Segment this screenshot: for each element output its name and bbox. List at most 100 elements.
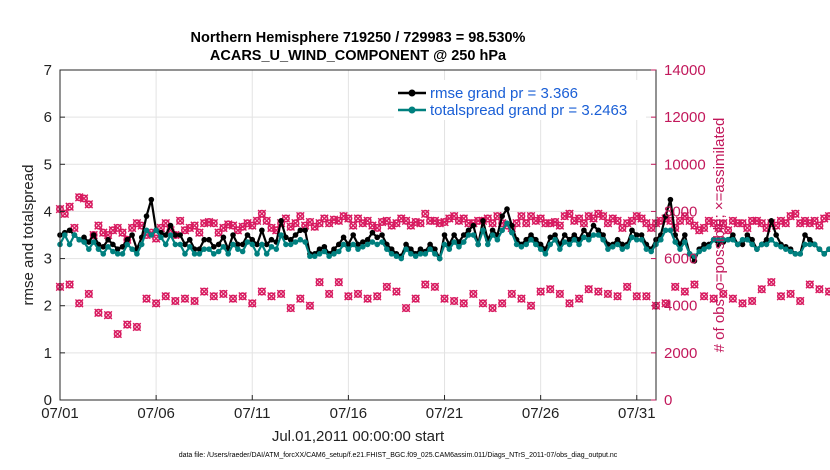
obs-possible-point-circle: [214, 228, 223, 237]
obs-possible-point-cross-b: [613, 216, 622, 226]
totalspread-point: [220, 243, 227, 250]
totalspread-point: [105, 243, 111, 250]
obs-assimilated-point-cross-b: [171, 296, 180, 306]
obs-possible-point-cross-b: [329, 215, 339, 224]
obs-assimilated-point-circle: [642, 292, 651, 301]
obs-assimilated-point: [122, 320, 132, 329]
obs-assimilated-point: [161, 291, 171, 301]
obs-possible-point-circle: [512, 219, 521, 228]
rmse-point: [682, 232, 688, 238]
obs-assimilated-point: [776, 291, 786, 301]
obs-possible-point: [257, 209, 267, 219]
rmse-point: [206, 236, 212, 243]
obs-assimilated-point-circle: [555, 289, 564, 298]
obs-assimilated-point-circle: [171, 296, 180, 305]
rmse-point: [749, 236, 755, 243]
obs-possible-point: [416, 218, 425, 228]
obs-possible-point-circle: [709, 219, 718, 228]
totalspread-point: [782, 246, 789, 252]
totalspread-point: [81, 239, 87, 245]
obs-possible-point-circle: [382, 216, 391, 225]
obs-possible-point: [517, 211, 526, 221]
rmse-point: [807, 236, 813, 243]
obs-possible-point-circle: [195, 228, 204, 237]
obs-assimilated-point-cross-b: [209, 291, 219, 301]
obs-possible-point-cross-b: [622, 218, 632, 228]
obs-possible-point: [815, 221, 824, 230]
obs-assimilated-point: [555, 289, 565, 299]
obs-assimilated-point: [420, 280, 430, 289]
obs-possible-point-circle: [296, 212, 305, 221]
rmse-point: [124, 236, 131, 243]
obs-assimilated-point: [565, 299, 574, 308]
rmse-point: [633, 232, 640, 238]
totalspread-point: [326, 253, 332, 260]
obs-possible-point-circle: [190, 221, 199, 230]
legend-box: [394, 80, 646, 120]
obs-possible-point: [440, 217, 449, 227]
obs-possible-point: [699, 223, 709, 233]
obs-possible-point-cross-b: [791, 209, 800, 219]
obs-assimilated-point: [286, 303, 296, 313]
obs-possible-point: [324, 218, 334, 228]
obs-assimilated-point-cross-b: [267, 291, 276, 301]
obs-possible-point-cross-b: [738, 218, 747, 228]
obs-assimilated-point: [392, 287, 401, 296]
obs-assimilated-point-circle: [623, 282, 632, 291]
obs-assimilated-point-circle: [488, 304, 497, 313]
totalspread-point: [816, 246, 823, 252]
obs-assimilated-point-cross-b: [132, 322, 142, 332]
obs-assimilated-point-circle: [421, 280, 430, 289]
totalspread-point: [268, 243, 275, 250]
obs-possible-point-cross-b: [65, 202, 74, 212]
obs-possible-point-cross-b: [685, 216, 694, 226]
rmse-point: [369, 229, 376, 236]
rmse-point: [614, 236, 621, 243]
totalspread-point: [552, 236, 558, 243]
obs-possible-point-circle: [176, 216, 185, 225]
totalspread-point: [201, 246, 207, 252]
totalspread-point: [134, 251, 140, 257]
obs-assimilated-point: [228, 294, 238, 303]
x-tick-label: 07/16: [330, 405, 368, 422]
y-left-tick-label: 0: [44, 392, 52, 409]
obs-possible-point-cross-b: [800, 216, 810, 226]
totalspread-point: [648, 248, 654, 255]
rmse-point: [509, 222, 515, 229]
obs-possible-point-circle: [743, 223, 752, 232]
rmse-point: [215, 241, 222, 248]
totalspread-point: [787, 248, 794, 255]
obs-possible-point: [286, 222, 296, 232]
obs-possible-point-cross-b: [526, 211, 536, 221]
obs-possible-point-circle: [84, 200, 93, 209]
obs-possible-point-circle: [714, 223, 723, 232]
obs-assimilated-point: [574, 294, 584, 303]
totalspread-point: [557, 246, 563, 252]
obs-assimilated-point-cross-b: [459, 299, 469, 308]
obs-possible-point-circle: [426, 216, 435, 225]
obs-possible-point-cross-b: [723, 225, 733, 235]
obs-assimilated-point-cross-b: [122, 320, 132, 329]
rmse-point: [172, 232, 179, 238]
totalspread-point: [148, 232, 155, 238]
rmse-point: [460, 232, 467, 238]
obs-assimilated-point: [488, 303, 497, 313]
obs-assimilated-point-circle: [536, 287, 545, 296]
obs-assimilated-point-cross-b: [190, 296, 199, 306]
rmse-point: [148, 196, 155, 203]
x-axis: 07/01 07/06 07/11 07/16 07/21 07/26 07/31: [41, 395, 656, 422]
totalspread-point: [528, 236, 534, 243]
obs-assimilated-point-cross-b: [786, 289, 795, 299]
obs-assimilated-point-cross-b: [738, 299, 747, 308]
obs-possible-point-circle: [392, 219, 401, 228]
obs-possible-point-cross-b: [305, 217, 315, 227]
obs-possible-point-circle: [791, 209, 800, 218]
obs-assimilated-point-cross-b: [747, 296, 757, 306]
obs-possible-point-circle: [459, 214, 468, 223]
totalspread-point: [417, 251, 424, 257]
obs-possible-point-circle: [229, 221, 238, 230]
totalspread-point: [691, 253, 698, 260]
rmse-point: [230, 232, 236, 238]
obs-possible-point-circle: [334, 216, 343, 225]
y-axis-left: 0 1 2 3 4 5 6 7: [44, 62, 65, 409]
